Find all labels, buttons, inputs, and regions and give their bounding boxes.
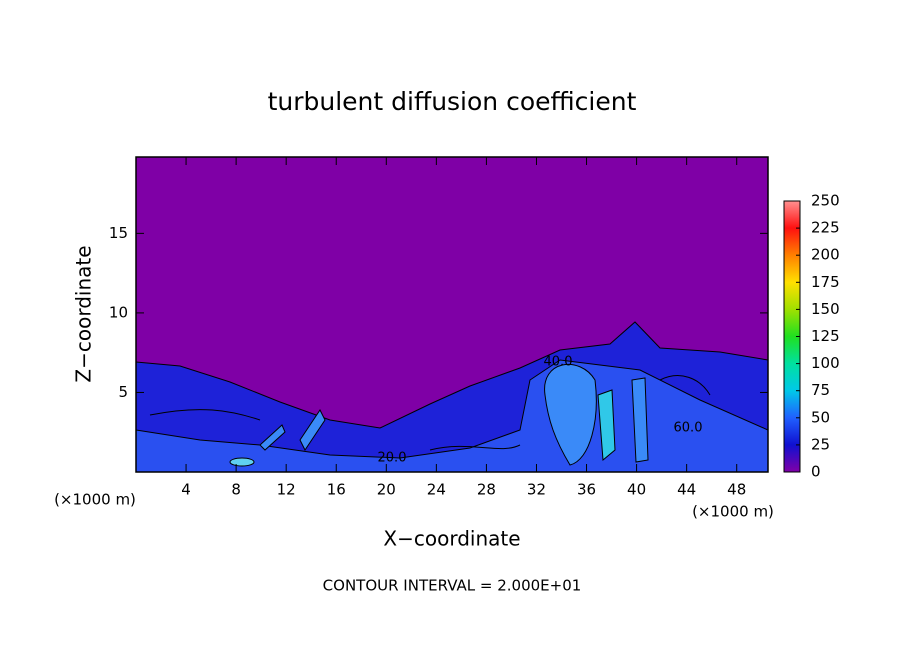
colorbar-tick-label: 225	[811, 219, 840, 237]
x-tick-label: 4	[181, 481, 191, 499]
colorbar-tick-label: 125	[811, 327, 840, 345]
colorbar-tick-label: 50	[811, 408, 830, 426]
x-tick-label: 40	[627, 481, 646, 499]
contour-region	[597, 389, 616, 462]
y-axis-label: Z−coordinate	[72, 245, 96, 382]
colorbar-tick-label: 25	[811, 435, 830, 453]
contour-line	[149, 409, 261, 421]
contour-label: 40.0	[544, 355, 573, 370]
contour-label: 60.0	[674, 421, 703, 436]
contour-line	[429, 444, 521, 451]
contour-region	[229, 457, 255, 467]
colorbar-tick-label: 75	[811, 381, 830, 399]
contour-label: 20.0	[378, 451, 407, 466]
footnote: CONTOUR INTERVAL = 2.000E+01	[323, 577, 582, 595]
x-unit-label: (×1000 m)	[692, 503, 774, 521]
x-unit-label: (×1000 m)	[54, 491, 136, 509]
x-tick-label: 36	[577, 481, 596, 499]
contour-line	[659, 375, 711, 396]
x-tick-label: 28	[477, 481, 496, 499]
x-tick-label: 24	[427, 481, 446, 499]
colorbar-tick-label: 175	[811, 273, 840, 291]
contour-region	[259, 424, 286, 451]
colorbar-tick-label: 150	[811, 300, 840, 318]
x-tick-label: 32	[527, 481, 546, 499]
y-tick-label: 5	[118, 383, 128, 401]
colorbar-tick-label: 200	[811, 246, 840, 264]
contour-region	[299, 409, 326, 451]
contour-region	[544, 364, 597, 466]
x-tick-label: 48	[727, 481, 746, 499]
plot-frame	[135, 156, 769, 473]
y-tick-label: 10	[109, 303, 128, 321]
x-axis-label: X−coordinate	[383, 527, 520, 551]
contour-field	[136, 157, 768, 472]
contour-region	[631, 377, 649, 463]
x-tick-label: 44	[677, 481, 696, 499]
chart-title: turbulent diffusion coefficient	[268, 87, 637, 116]
x-tick-label: 12	[277, 481, 296, 499]
x-tick-label: 16	[327, 481, 346, 499]
colorbar-tick-label: 250	[811, 192, 840, 210]
y-tick-label: 15	[109, 224, 128, 242]
colorbar-tick-label: 0	[811, 463, 821, 481]
x-tick-label: 20	[377, 481, 396, 499]
x-tick-label: 8	[231, 481, 241, 499]
colorbar-tick-label: 100	[811, 354, 840, 372]
